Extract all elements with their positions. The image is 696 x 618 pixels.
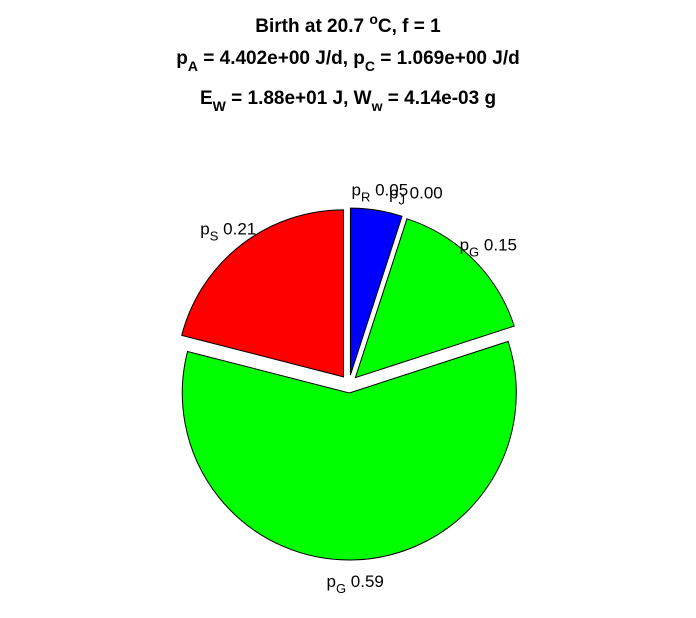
pie-slices	[181, 207, 517, 561]
pie-slice-pg-3	[181, 340, 517, 561]
slice-label-pr-0: pR 0.05	[351, 180, 408, 204]
slice-label-pg-2: pG 0.15	[460, 236, 517, 260]
pie-slice-ps-4	[181, 209, 344, 378]
slice-label-pg-3: pG 0.59	[326, 572, 383, 596]
pie-slice-pr-0	[349, 207, 403, 376]
chart-title-line-1: Birth at 20.7 oC, f = 1	[255, 11, 441, 37]
slice-label-pj-1: pJ 0.00	[389, 184, 443, 208]
chart-title-line-2: pA = 4.402e+00 J/d, pC = 1.069e+00 J/d	[176, 48, 519, 74]
pie-slice-pg-2	[354, 218, 515, 379]
chart-title-line-3: EW = 1.88e+01 J, Ww = 4.14e-03 g	[200, 88, 496, 114]
slice-label-ps-4: pS 0.21	[200, 219, 256, 243]
chart-title: Birth at 20.7 oC, f = 1 pA = 4.402e+00 J/…	[176, 11, 519, 114]
